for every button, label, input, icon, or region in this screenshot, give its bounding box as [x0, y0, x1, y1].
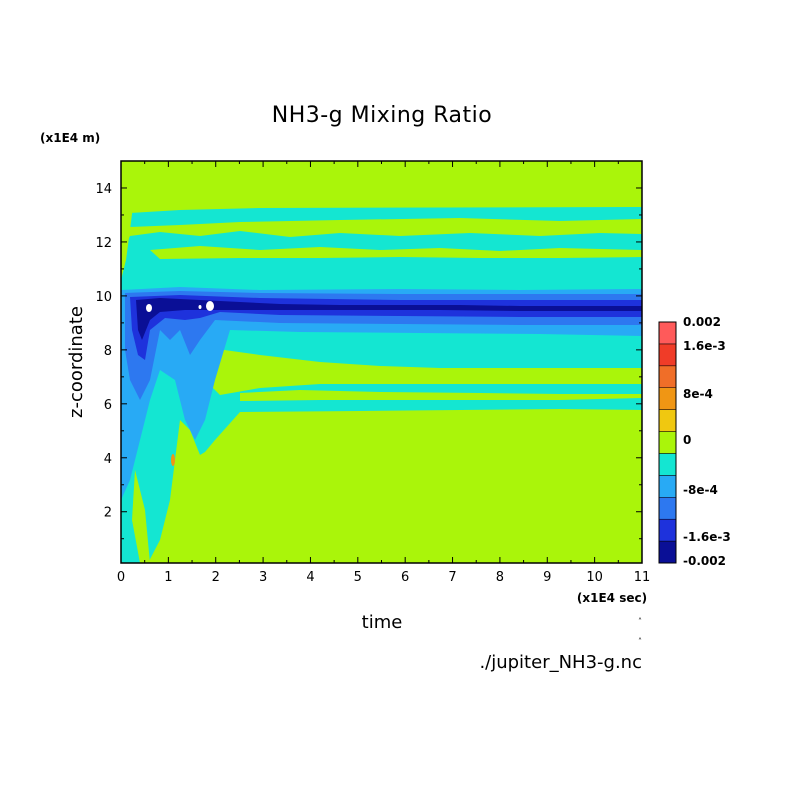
contour-region-dark-blue-band: [130, 295, 642, 360]
y-tick-label: 6: [104, 398, 112, 413]
colorbar-tick-label: -8e-4: [683, 483, 718, 497]
colorbar-tick-label: 0.002: [683, 315, 721, 329]
contour-region-positive-spot: [171, 454, 175, 466]
y-tick-label: 2: [104, 506, 112, 521]
colorbar-tick-label: 8e-4: [683, 387, 713, 401]
contour-region-mid-blue-band: [125, 291, 642, 400]
y-tick-label: 8: [104, 344, 112, 359]
colorbar-swatch: [658, 321, 677, 345]
contour-region-darkest-core: [136, 298, 642, 340]
y-axis: 2 4 6 8 10 12 14: [95, 182, 642, 540]
colorbar-swatch: [658, 475, 677, 498]
colorbar-swatch: [658, 453, 677, 476]
colorbar-swatch: [658, 431, 677, 454]
x-tick-label: 5: [354, 570, 362, 585]
contour-region-hotspot: [146, 304, 152, 312]
colorbar-swatch: [658, 518, 677, 542]
contour-region-green-patch: [240, 390, 642, 401]
y-tick-label: 14: [95, 182, 112, 197]
colorbar-tick-label: -0.002: [683, 554, 726, 568]
contour-region-green-wisp: [132, 470, 150, 563]
x-tick-label: 1: [164, 570, 172, 585]
colorbar-swatch: [658, 365, 677, 388]
y-tick-label: 12: [95, 236, 112, 251]
x-tick-label: 2: [212, 570, 220, 585]
contour-region-hotspot: [198, 305, 202, 309]
x-tick-label: 10: [586, 570, 603, 585]
x-tick-label: 8: [496, 570, 504, 585]
x-tick-label: 4: [306, 570, 314, 585]
source-filename: ./jupiter_NH3-g.nc: [479, 652, 642, 673]
x-axis: 0 1 2 3 4 5 6 7 8 9 10 11: [117, 161, 650, 585]
x-tick-label: 3: [259, 570, 267, 585]
contour-region-left-wedge: [121, 161, 140, 280]
x-tick-label: 6: [401, 570, 409, 585]
colorbar-frame: [658, 321, 677, 564]
colorbar-tick-label: 0: [683, 433, 691, 447]
colorbar-swatch: [658, 343, 677, 367]
colorbar-swatch: [658, 497, 677, 520]
colorbar-swatch: [658, 409, 677, 432]
y-unit-label: (x1E4 m): [40, 131, 100, 145]
x-axis-label: time: [362, 612, 403, 633]
tick-mark-glyph: ˄: [638, 617, 642, 626]
tick-mark-glyph: ˄: [638, 637, 642, 646]
contour-region-upper-band: [130, 207, 642, 227]
y-tick-label: 4: [104, 452, 112, 467]
colorbar: 0.002 1.6e-3 8e-4 0 -8e-4 -1.6e-3 -0.002: [658, 315, 731, 568]
contour-region-green-patch: [205, 348, 642, 395]
colorbar-tick-label: -1.6e-3: [683, 530, 731, 544]
x-tick-label: 7: [448, 570, 456, 585]
x-tick-label: 11: [634, 570, 651, 585]
y-tick-label: 10: [95, 290, 112, 305]
x-unit-label: (x1E4 sec): [577, 591, 647, 605]
colorbar-swatch: [658, 387, 677, 410]
x-tick-label: 9: [543, 570, 551, 585]
chart-title: NH3-g Mixing Ratio: [272, 103, 493, 128]
colorbar-swatch: [658, 540, 677, 564]
colorbar-tick-label: 1.6e-3: [683, 339, 726, 353]
x-tick-label: 0: [117, 570, 125, 585]
y-axis-label: z-coordinate: [66, 306, 87, 418]
contour-region-green-patch: [150, 246, 642, 259]
contour-region-hotspot: [206, 301, 214, 311]
